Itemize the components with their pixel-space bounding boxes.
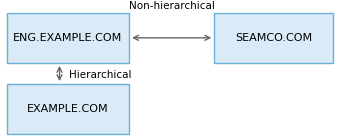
Text: Non-hierarchical: Non-hierarchical xyxy=(129,1,215,11)
FancyBboxPatch shape xyxy=(7,13,129,63)
Text: Hierarchical: Hierarchical xyxy=(69,70,132,80)
Text: ENG.EXAMPLE.COM: ENG.EXAMPLE.COM xyxy=(13,33,123,43)
FancyBboxPatch shape xyxy=(214,13,333,63)
Text: EXAMPLE.COM: EXAMPLE.COM xyxy=(27,104,109,114)
FancyBboxPatch shape xyxy=(7,84,129,134)
Text: SEAMCO.COM: SEAMCO.COM xyxy=(235,33,312,43)
